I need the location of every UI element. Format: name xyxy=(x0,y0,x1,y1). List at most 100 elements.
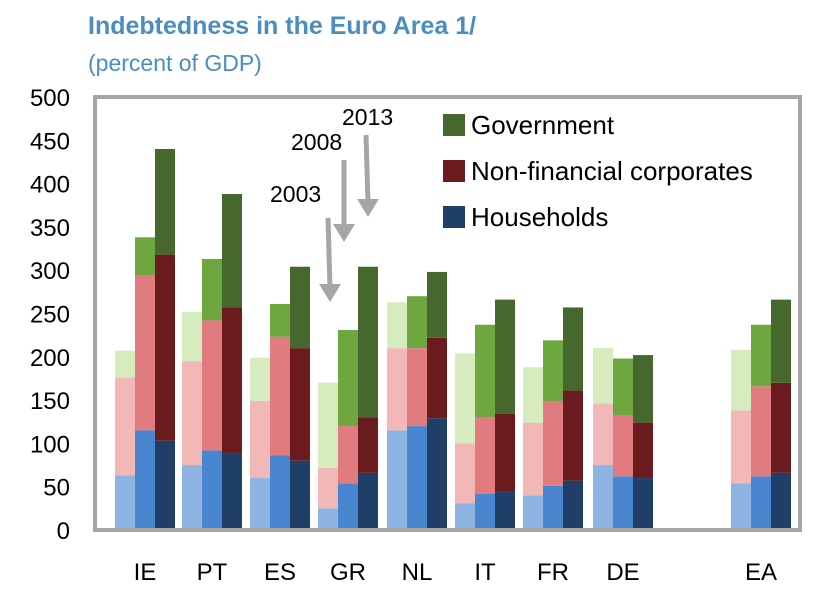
bar-pt-2013-households xyxy=(222,452,242,530)
bar-de-2003-non-financial-corporates xyxy=(593,403,613,466)
bar-nl-2003-households xyxy=(387,430,407,530)
bar-de-2013-households xyxy=(633,478,653,530)
annotation-arrow-head xyxy=(319,284,341,302)
bar-gr-2013-households xyxy=(358,472,378,530)
bar-ea-2013-non-financial-corporates xyxy=(771,382,791,473)
bar-gr-2003-non-financial-corporates xyxy=(318,467,338,509)
bar-es-2008-non-financial-corporates xyxy=(270,336,290,456)
bar-ie-2013-households xyxy=(155,440,175,530)
bar-it-2013-non-financial-corporates xyxy=(495,413,515,492)
annotation-label-2008: 2008 xyxy=(291,129,342,155)
legend: Government Non-financial corporates Househ… xyxy=(443,110,753,232)
bar-pt-2008-government xyxy=(202,258,222,321)
x-category-label: EA xyxy=(745,559,777,586)
y-tick-label: 150 xyxy=(30,388,70,415)
bar-de-2013-government xyxy=(633,355,653,423)
bar-fr-2013-government xyxy=(563,307,583,391)
bar-de-2008-non-financial-corporates xyxy=(613,415,633,477)
y-tick-label: 300 xyxy=(30,258,70,285)
bar-ea-2003-households xyxy=(731,483,751,530)
bar-es-2003-households xyxy=(250,478,270,530)
bar-it-2003-government xyxy=(455,353,475,444)
bar-pt-2003-households xyxy=(182,465,202,530)
bar-es-2013-non-financial-corporates xyxy=(290,348,310,461)
legend-swatch xyxy=(443,160,465,182)
bar-pt-2003-non-financial-corporates xyxy=(182,361,202,466)
bars-group xyxy=(115,148,791,530)
annotation-arrow-head xyxy=(333,224,355,242)
bar-pt-2008-households xyxy=(202,450,222,530)
annotation-arrow-head xyxy=(357,199,379,217)
bar-it-2008-non-financial-corporates xyxy=(475,417,495,494)
legend-label: Households xyxy=(471,202,608,232)
bar-it-2003-households xyxy=(455,503,475,530)
bar-de-2008-households xyxy=(613,476,633,530)
bar-es-2003-government xyxy=(250,357,270,401)
bar-es-2008-government xyxy=(270,303,290,337)
bar-gr-2003-government xyxy=(318,382,338,468)
bar-nl-2008-government xyxy=(407,296,427,349)
bar-es-2008-households xyxy=(270,455,290,530)
bar-gr-2013-non-financial-corporates xyxy=(358,417,378,473)
x-category-label: DE xyxy=(606,559,639,586)
legend-swatch xyxy=(443,114,465,136)
y-tick-label: 100 xyxy=(30,431,70,458)
legend-label: Government xyxy=(471,110,615,140)
bar-ie-2003-households xyxy=(115,475,135,530)
bar-ea-2008-government xyxy=(751,324,771,387)
bar-ie-2008-households xyxy=(135,430,155,530)
bar-nl-2013-government xyxy=(427,271,447,338)
x-category-label: PT xyxy=(197,559,228,586)
y-tick-label: 0 xyxy=(57,518,70,545)
legend-label: Non-financial corporates xyxy=(471,156,753,186)
bar-it-2008-households xyxy=(475,493,495,530)
legend-swatch xyxy=(443,206,465,228)
bar-gr-2013-government xyxy=(358,266,378,418)
bar-it-2008-government xyxy=(475,324,495,418)
bar-nl-2008-non-financial-corporates xyxy=(407,348,427,427)
bar-fr-2003-government xyxy=(523,367,543,423)
bar-pt-2013-non-financial-corporates xyxy=(222,307,242,453)
bar-nl-2013-households xyxy=(427,418,447,530)
y-tick-label: 50 xyxy=(43,475,70,502)
bar-ea-2003-non-financial-corporates xyxy=(731,410,751,484)
x-category-label: IE xyxy=(134,559,157,586)
bar-de-2013-non-financial-corporates xyxy=(633,422,653,479)
y-tick-label: 450 xyxy=(30,128,70,155)
bar-ea-2013-households xyxy=(771,472,791,530)
bar-es-2003-non-financial-corporates xyxy=(250,400,270,479)
bar-fr-2008-government xyxy=(543,340,563,401)
bar-it-2013-government xyxy=(495,299,515,414)
y-tick-label: 350 xyxy=(30,215,70,242)
bar-fr-2008-non-financial-corporates xyxy=(543,400,563,486)
x-category-label: GR xyxy=(330,559,366,586)
bar-gr-2003-households xyxy=(318,508,338,530)
bar-fr-2003-households xyxy=(523,495,543,530)
bar-es-2013-government xyxy=(290,266,310,349)
bar-fr-2013-households xyxy=(563,480,583,530)
bar-it-2013-households xyxy=(495,491,515,530)
annotation-label-2003: 2003 xyxy=(270,181,321,207)
bar-nl-2008-households xyxy=(407,426,427,530)
bar-ea-2003-government xyxy=(731,349,751,411)
bar-ea-2008-non-financial-corporates xyxy=(751,386,771,477)
x-category-label: NL xyxy=(402,559,433,586)
bar-fr-2008-households xyxy=(543,485,563,530)
bar-nl-2013-non-financial-corporates xyxy=(427,337,447,419)
bar-ie-2013-government xyxy=(155,148,175,255)
x-axis-categories: IE PT ES GR NL IT FR DE EA xyxy=(134,559,777,586)
bar-ie-2008-non-financial-corporates xyxy=(135,275,155,431)
y-tick-label: 500 xyxy=(30,85,70,112)
annotation-label-2013: 2013 xyxy=(342,104,393,130)
x-category-label: ES xyxy=(264,559,296,586)
bar-ie-2003-government xyxy=(115,350,135,378)
bar-gr-2008-government xyxy=(338,329,358,427)
y-axis-ticks: 0 50 100 150 200 250 300 350 400 450 500 xyxy=(30,85,70,545)
bar-de-2008-government xyxy=(613,358,633,416)
plot-frame xyxy=(93,95,802,532)
bar-nl-2003-non-financial-corporates xyxy=(387,348,407,431)
chart-title: Indebtedness in the Euro Area 1/ xyxy=(88,12,477,40)
bar-pt-2013-government xyxy=(222,193,242,308)
bar-gr-2008-households xyxy=(338,483,358,530)
